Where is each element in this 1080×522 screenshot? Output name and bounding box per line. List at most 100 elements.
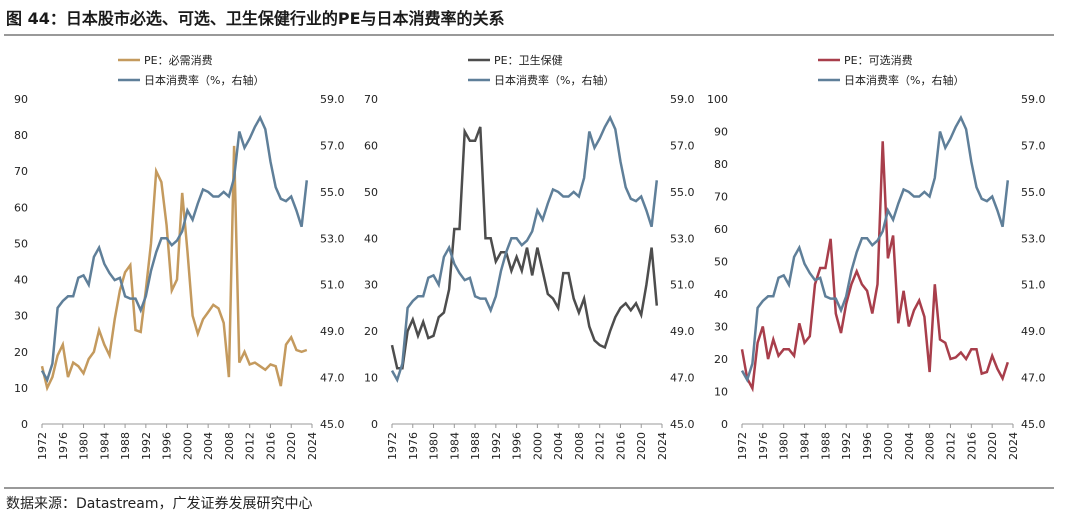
legend-label: PE：可选消费 [844, 53, 913, 67]
y2-tick-label: 55.0 [320, 186, 345, 199]
y2-tick-label: 45.0 [670, 418, 695, 431]
x-tick-label: 1988 [119, 432, 132, 460]
y-tick-label: 60 [714, 223, 728, 236]
x-tick-label: 1984 [98, 432, 111, 460]
y-tick-label: 70 [714, 191, 728, 204]
x-tick-label: 2012 [244, 432, 257, 460]
x-tick-label: 2020 [285, 432, 298, 460]
y2-tick-label: 53.0 [670, 232, 695, 245]
x-tick-label: 2008 [573, 432, 586, 460]
y-tick-label: 80 [14, 129, 28, 142]
y2-tick-label: 59.0 [320, 93, 345, 106]
x-tick-label: 2024 [656, 432, 669, 460]
y-tick-label: 0 [371, 418, 378, 431]
y-tick-label: 90 [14, 93, 28, 106]
y-tick-label: 0 [721, 418, 728, 431]
y2-tick-label: 47.0 [320, 372, 345, 385]
x-tick-label: 1976 [757, 432, 770, 460]
y-tick-label: 30 [14, 310, 28, 323]
x-tick-label: 1972 [36, 432, 49, 460]
y-tick-label: 40 [364, 232, 378, 245]
y2-tick-label: 55.0 [670, 186, 695, 199]
y2-tick-label: 47.0 [1021, 372, 1046, 385]
y-tick-label: 10 [714, 386, 728, 399]
x-tick-label: 2024 [306, 432, 319, 460]
x-tick-label: 1984 [799, 432, 812, 460]
y2-tick-label: 57.0 [1021, 139, 1046, 152]
x-tick-label: 2024 [1007, 432, 1020, 460]
x-tick-label: 2000 [882, 432, 895, 460]
y2-tick-label: 45.0 [320, 418, 345, 431]
y-tick-label: 50 [714, 256, 728, 269]
x-tick-label: 2008 [223, 432, 236, 460]
y-tick-label: 20 [714, 353, 728, 366]
x-tick-label: 1984 [448, 432, 461, 460]
series-line [40, 114, 309, 384]
y-tick-label: 80 [714, 158, 728, 171]
series-line [390, 126, 659, 370]
y-tick-label: 30 [364, 279, 378, 292]
y2-tick-label: 57.0 [320, 139, 345, 152]
series-line [740, 141, 1009, 393]
y-tick-label: 40 [14, 274, 28, 287]
y2-tick-label: 59.0 [1021, 93, 1046, 106]
x-tick-label: 1976 [407, 432, 420, 460]
y-tick-label: 100 [707, 93, 728, 106]
y2-tick-label: 57.0 [670, 139, 695, 152]
legend-label: PE：卫生保健 [494, 53, 563, 67]
y-tick-label: 90 [714, 126, 728, 139]
legend-label: 日本消费率（%，右轴） [844, 73, 964, 87]
x-tick-label: 2004 [903, 432, 916, 460]
x-tick-label: 1996 [511, 432, 524, 460]
legend-label: 日本消费率（%，右轴） [144, 73, 264, 87]
x-tick-label: 2016 [264, 432, 277, 460]
series-line [740, 114, 1010, 384]
y2-tick-label: 47.0 [670, 372, 695, 385]
y2-tick-label: 53.0 [320, 232, 345, 245]
x-tick-label: 1988 [819, 432, 832, 460]
y-tick-label: 10 [14, 382, 28, 395]
x-tick-label: 2000 [531, 432, 544, 460]
x-tick-label: 2012 [594, 432, 607, 460]
y2-tick-label: 51.0 [320, 279, 345, 292]
figure-title: 图 44：日本股市必选、可选、卫生保健行业的PE与日本消费率的关系 [6, 9, 505, 28]
y2-tick-label: 49.0 [1021, 325, 1046, 338]
x-tick-label: 1972 [736, 432, 749, 460]
y-tick-label: 70 [364, 93, 378, 106]
x-tick-label: 1992 [840, 432, 853, 460]
x-tick-label: 1980 [78, 432, 91, 460]
y2-tick-label: 51.0 [670, 279, 695, 292]
y2-tick-label: 49.0 [320, 325, 345, 338]
y2-tick-label: 59.0 [670, 93, 695, 106]
y-tick-label: 60 [14, 201, 28, 214]
x-tick-label: 1980 [428, 432, 441, 460]
y2-tick-label: 55.0 [1021, 186, 1046, 199]
x-tick-label: 1996 [861, 432, 874, 460]
source: 数据来源：Datastream，广发证券发展研究中心 [6, 496, 313, 512]
x-tick-label: 1976 [57, 432, 70, 460]
y-tick-label: 20 [14, 346, 28, 359]
y-tick-label: 30 [714, 321, 728, 334]
x-tick-label: 1996 [161, 432, 174, 460]
x-tick-label: 2012 [944, 432, 957, 460]
legend-label: PE：必需消费 [144, 53, 213, 67]
x-tick-label: 1992 [140, 432, 153, 460]
x-tick-label: 1992 [490, 432, 503, 460]
y-tick-label: 10 [364, 372, 378, 385]
y-tick-label: 50 [14, 237, 28, 250]
y-tick-label: 0 [21, 418, 28, 431]
x-tick-label: 2004 [552, 432, 565, 460]
y2-tick-label: 51.0 [1021, 279, 1046, 292]
x-tick-label: 1972 [386, 432, 399, 460]
x-tick-label: 2016 [965, 432, 978, 460]
x-tick-label: 1980 [778, 432, 791, 460]
y-tick-label: 20 [364, 325, 378, 338]
x-tick-label: 2016 [614, 432, 627, 460]
series-line [390, 114, 659, 384]
y-tick-label: 70 [14, 165, 28, 178]
y-tick-label: 40 [714, 288, 728, 301]
y2-tick-label: 53.0 [1021, 232, 1046, 245]
x-tick-label: 2008 [924, 432, 937, 460]
x-tick-label: 2000 [181, 432, 194, 460]
